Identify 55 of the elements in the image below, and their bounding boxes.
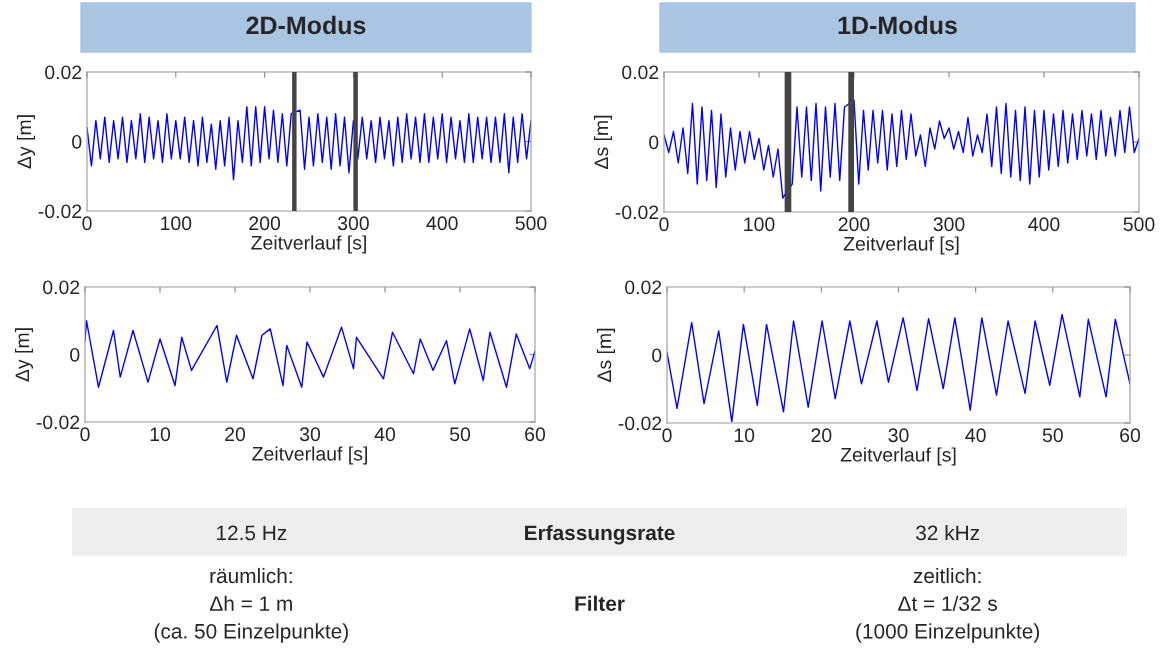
x-tick-label: 200	[838, 217, 870, 232]
x-tick-label: 300	[933, 217, 965, 232]
x-axis-title: Zeitverlauf [s]	[252, 446, 367, 465]
y-tick-label: 0	[72, 134, 82, 149]
x-tick-label: 200	[249, 216, 281, 231]
y-tick-label: 0	[649, 135, 659, 150]
text: Erfassungsrate	[525, 524, 675, 545]
y-tick-label: -0.02	[38, 204, 82, 219]
line-series	[664, 99, 1139, 199]
x-tick-label: 60	[1120, 428, 1141, 443]
y-tick-label: 0	[70, 347, 80, 362]
x-tick-label: 100	[161, 216, 192, 231]
x-tick-label: 50	[449, 427, 471, 442]
y-tick-label: 0.02	[45, 65, 82, 80]
y-tick-label: 0.02	[622, 65, 659, 80]
y-axis-title: Δs [m]	[596, 328, 616, 382]
text: 32 kHz	[916, 524, 980, 541]
y-axis-title: Δs [m]	[593, 115, 613, 169]
y-axis-title: Δy [m]	[16, 115, 36, 169]
x-tick-label: 40	[965, 428, 986, 443]
x-tick-label: 100	[744, 217, 775, 232]
x-tick-label: 40	[374, 427, 396, 442]
x-tick-label: 20	[225, 427, 246, 442]
y-tick-label: 0	[652, 348, 662, 363]
x-tick-label: 400	[426, 216, 458, 231]
x-tick-label: 500	[515, 216, 547, 231]
x-tick-label: 10	[734, 428, 755, 443]
y-tick-label: 0.02	[43, 280, 80, 295]
x-tick-label: 0	[82, 216, 92, 231]
x-tick-label: 400	[1028, 217, 1060, 232]
y-tick-label: -0.02	[618, 416, 662, 431]
x-tick-label: 0	[662, 428, 672, 443]
x-axis-title: Zeitverlauf [s]	[840, 447, 956, 466]
line-series	[85, 320, 535, 388]
x-tick-label: 300	[337, 216, 369, 231]
text: räumlich: Δh = 1 m (ca. 50 Einzelpunkte)	[154, 567, 348, 643]
chart-title: 1D-Modus	[838, 15, 957, 35]
chart-title: 2D-Modus	[246, 15, 366, 35]
y-tick-label: -0.02	[615, 205, 659, 220]
y-tick-label: 0.02	[625, 280, 662, 295]
text: zeitlich: Δt = 1/32 s (1000 Einzelpunkte)	[856, 567, 1040, 643]
text: 12.5 Hz	[217, 525, 287, 541]
x-tick-label: 30	[299, 427, 321, 442]
x-tick-label: 60	[525, 427, 546, 442]
x-tick-label: 20	[811, 428, 832, 443]
y-axis-title: Δy [m]	[14, 328, 34, 382]
x-tick-label: 30	[888, 428, 909, 443]
x-tick-label: 500	[1123, 217, 1155, 232]
y-tick-label: -0.02	[36, 415, 80, 430]
x-axis-title: Zeitverlauf [s]	[843, 236, 959, 255]
x-tick-label: 50	[1042, 428, 1063, 443]
text: Filter	[575, 595, 625, 611]
x-axis-title: Zeitverlauf [s]	[251, 235, 366, 254]
line-series	[87, 106, 531, 181]
x-tick-label: 10	[150, 427, 171, 442]
